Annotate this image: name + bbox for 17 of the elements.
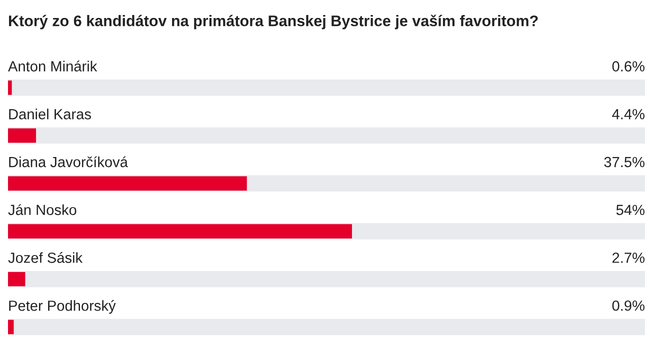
data-label: 2.7% bbox=[612, 252, 644, 263]
data-label: 37.5% bbox=[604, 156, 644, 168]
bar bbox=[8, 320, 14, 334]
data-label: 0.6% bbox=[612, 61, 644, 72]
y-tick-label: Anton Minárik bbox=[8, 60, 98, 72]
bar bbox=[8, 272, 26, 286]
bar bbox=[8, 80, 12, 95]
data-label: 0.9% bbox=[612, 300, 644, 311]
y-tick-label: Daniel Karas bbox=[9, 108, 91, 120]
chart-title: Ktorý zo 6 kandidátov na primátora Banskej Bystrice je vaším favoritom? bbox=[9, 14, 538, 30]
data-label: 4.4% bbox=[612, 109, 644, 120]
y-tick-label: Ján Nosko bbox=[8, 204, 76, 216]
data-label: 54% bbox=[616, 204, 644, 216]
y-tick-label: Jozef Sásik bbox=[8, 252, 83, 263]
bar bbox=[8, 128, 36, 143]
y-tick-label: Peter Podhorský bbox=[9, 300, 116, 314]
y-tick-label: Diana Javorčíková bbox=[9, 156, 128, 168]
